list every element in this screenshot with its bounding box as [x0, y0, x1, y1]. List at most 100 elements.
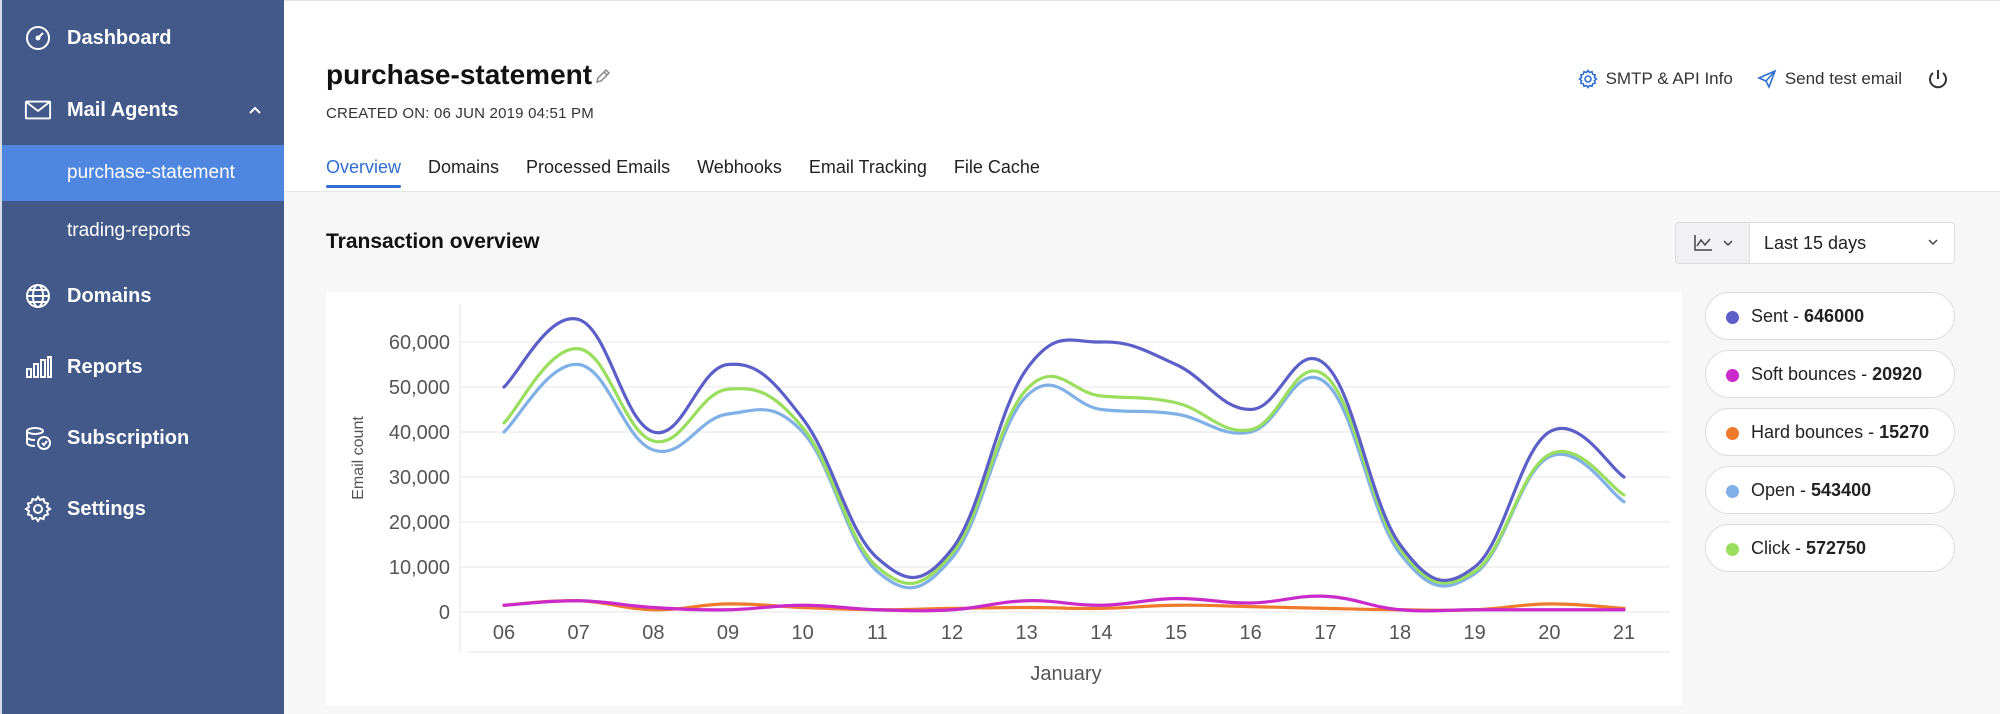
- y-tick-label: 20,000: [389, 512, 450, 534]
- y-axis-label: Email count: [350, 416, 367, 500]
- paper-plane-icon: [1756, 69, 1777, 89]
- tab-domains[interactable]: Domains: [428, 157, 500, 177]
- x-axis-label: January: [1030, 663, 1101, 685]
- gear-icon: [24, 495, 52, 523]
- legend-value: 543400: [1811, 479, 1872, 500]
- date-range-select[interactable]: Last 15 days: [1749, 222, 1955, 264]
- page-header: purchase-statement CREATED ON: 06 JUN 20…: [284, 0, 2000, 192]
- smtp-api-info-button[interactable]: SMTP & API Info: [1577, 69, 1733, 89]
- send-test-email-button[interactable]: Send test email: [1756, 69, 1902, 89]
- sidebar-item-subscription[interactable]: Subscription: [2, 406, 284, 470]
- legend-value: 646000: [1804, 305, 1865, 326]
- sidebar-subitem-trading-reports[interactable]: trading-reports: [2, 203, 284, 259]
- sidebar-item-settings[interactable]: Settings: [2, 477, 284, 541]
- x-tick-label: 19: [1464, 622, 1486, 644]
- y-tick-label: 60,000: [389, 332, 450, 354]
- tab-processed-emails[interactable]: Processed Emails: [526, 157, 671, 177]
- legend-item-sent[interactable]: Sent - 646000: [1705, 292, 1955, 340]
- sidebar-subitem-label: purchase-statement: [67, 162, 235, 183]
- smtp-api-info-label: SMTP & API Info: [1605, 69, 1733, 88]
- subscription-icon: [24, 424, 52, 452]
- send-test-email-label: Send test email: [1784, 69, 1902, 88]
- series-line-click: [502, 347, 1626, 586]
- legend-text: Click - 572750: [1751, 538, 1866, 559]
- power-icon[interactable]: [1926, 67, 1950, 91]
- chart-legend: Sent - 646000 Soft bounces - 20920 Hard …: [1705, 292, 1955, 582]
- series-line-sent: [502, 317, 1626, 583]
- y-tick-label: 50,000: [389, 377, 450, 399]
- legend-item-click[interactable]: Click - 572750: [1705, 524, 1955, 572]
- legend-dot: [1726, 311, 1739, 324]
- x-tick-label: 07: [568, 622, 590, 644]
- chart-type-dropdown[interactable]: [1675, 222, 1749, 264]
- bar-chart-icon: [24, 353, 52, 381]
- y-tick-label: 10,000: [389, 557, 450, 579]
- sidebar-item-label: Settings: [67, 497, 146, 520]
- page-title: purchase-statement: [326, 59, 593, 90]
- sidebar-item-label: Subscription: [67, 426, 190, 449]
- legend-dot: [1726, 485, 1739, 498]
- mail-icon: [24, 96, 52, 124]
- legend-label: Hard bounces -: [1751, 421, 1880, 442]
- x-tick-label: 11: [867, 622, 888, 644]
- tab-overview[interactable]: Overview: [326, 157, 402, 188]
- x-tick-label: 20: [1538, 622, 1560, 644]
- y-tick-label: 30,000: [389, 467, 450, 489]
- sidebar-subitem-purchase-statement[interactable]: purchase-statement: [2, 145, 284, 201]
- pencil-icon[interactable]: [594, 67, 612, 85]
- tab-webhooks[interactable]: Webhooks: [697, 157, 782, 177]
- x-tick-label: 21: [1613, 622, 1635, 644]
- sidebar-subitem-label: trading-reports: [67, 220, 191, 241]
- legend-text: Sent - 646000: [1751, 306, 1864, 327]
- sidebar-item-label: Reports: [67, 355, 143, 378]
- x-tick-label: 15: [1165, 622, 1187, 644]
- y-tick-label: 0: [439, 602, 450, 624]
- legend-dot: [1726, 543, 1739, 556]
- tab-email-tracking[interactable]: Email Tracking: [808, 157, 927, 177]
- section-title: Transaction overview: [326, 230, 540, 253]
- legend-text: Open - 543400: [1751, 480, 1871, 501]
- x-tick-label: 12: [941, 622, 963, 644]
- legend-text: Hard bounces - 15270: [1751, 422, 1929, 443]
- globe-icon: [24, 282, 52, 310]
- x-tick-label: 09: [717, 622, 739, 644]
- sidebar-item-dashboard[interactable]: Dashboard: [2, 6, 284, 70]
- legend-item-soft-bounces[interactable]: Soft bounces - 20920: [1705, 350, 1955, 398]
- chevron-up-icon[interactable]: [248, 102, 262, 118]
- main-content: purchase-statement CREATED ON: 06 JUN 20…: [284, 0, 2000, 714]
- legend-value: 572750: [1806, 537, 1867, 558]
- sidebar-item-reports[interactable]: Reports: [2, 335, 284, 399]
- series-line-soft-bounces: [502, 594, 1626, 613]
- legend-dot: [1726, 427, 1739, 440]
- legend-item-hard-bounces[interactable]: Hard bounces - 15270: [1705, 408, 1955, 456]
- sidebar-item-label: Mail Agents: [67, 98, 179, 121]
- date-range-value: Last 15 days: [1764, 232, 1867, 253]
- sidebar-item-domains[interactable]: Domains: [2, 264, 284, 328]
- chevron-down-icon: [1722, 240, 1733, 247]
- x-tick-label: 10: [792, 622, 814, 644]
- y-tick-label: 40,000: [389, 422, 450, 444]
- x-tick-label: 18: [1389, 622, 1411, 644]
- x-tick-label: 16: [1240, 622, 1262, 644]
- x-tick-label: 13: [1016, 622, 1038, 644]
- gear-icon: [1577, 69, 1598, 89]
- legend-dot: [1726, 369, 1739, 382]
- legend-label: Click -: [1751, 537, 1806, 558]
- tab-file-cache[interactable]: File Cache: [953, 157, 1040, 177]
- series-line-open: [502, 362, 1626, 590]
- sidebar-item-label: Domains: [67, 284, 152, 307]
- sidebar-item-mail-agents[interactable]: Mail Agents: [2, 78, 284, 142]
- x-tick-label: 17: [1314, 622, 1336, 644]
- legend-value: 20920: [1872, 363, 1923, 384]
- x-tick-label: 06: [493, 622, 515, 644]
- dashboard-icon: [24, 24, 52, 52]
- header-actions: SMTP & API Info Send test email: [1577, 67, 1950, 91]
- x-tick-label: 14: [1090, 622, 1112, 644]
- legend-item-open[interactable]: Open - 543400: [1705, 466, 1955, 514]
- chevron-down-icon: [1928, 239, 1938, 246]
- tab-bar: Overview Domains Processed Emails Webhoo…: [326, 157, 1040, 188]
- sidebar: Dashboard Mail Agents purchase-statement…: [0, 0, 284, 714]
- sidebar-item-label: Dashboard: [67, 26, 172, 49]
- legend-label: Soft bounces -: [1751, 363, 1873, 384]
- line-chart-icon: [1693, 235, 1712, 251]
